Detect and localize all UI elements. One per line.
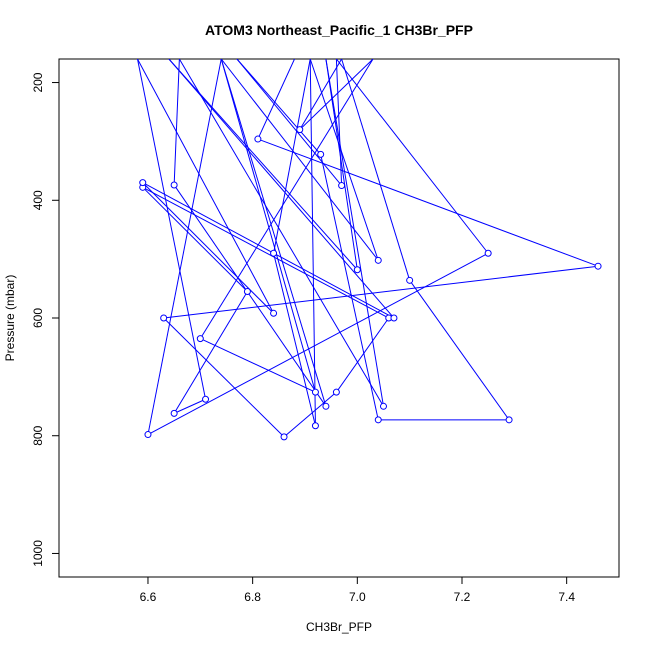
series-segment xyxy=(173,59,180,185)
series-segment xyxy=(335,317,390,393)
series-segment xyxy=(309,59,379,261)
x-tick-label: 7.2 xyxy=(454,590,471,604)
series-segment xyxy=(147,252,489,435)
series-segment xyxy=(409,280,510,421)
series-segment xyxy=(163,265,599,319)
y-axis-label: Pressure (mbar) xyxy=(3,275,17,362)
data-point xyxy=(196,335,204,343)
data-point xyxy=(353,266,361,274)
data-point xyxy=(296,126,304,134)
series-segment xyxy=(325,59,358,270)
series-segment xyxy=(320,154,379,420)
series-segment xyxy=(257,59,295,140)
series-segment xyxy=(273,253,316,426)
data-point xyxy=(338,182,346,190)
series-segment xyxy=(142,182,274,314)
data-point xyxy=(322,402,330,410)
x-tick-label: 6.6 xyxy=(140,590,157,604)
series-segment xyxy=(137,59,207,400)
data-point xyxy=(332,388,340,396)
data-point xyxy=(374,256,382,264)
series xyxy=(137,59,602,441)
data-point xyxy=(390,314,398,322)
data-point xyxy=(170,409,178,417)
data-point xyxy=(594,262,602,270)
series-segment xyxy=(335,59,343,186)
x-tick-label: 7.0 xyxy=(349,590,366,604)
data-point xyxy=(144,431,152,439)
x-tick-label: 6.8 xyxy=(244,590,261,604)
series-segment xyxy=(257,138,599,267)
data-point xyxy=(505,416,513,424)
series-segment xyxy=(199,59,374,339)
y-tick-label: 200 xyxy=(31,72,45,92)
x-axis-label: CH3Br_PFP xyxy=(306,620,372,634)
series-segment xyxy=(325,59,384,407)
data-point xyxy=(379,402,387,410)
y-tick-label: 800 xyxy=(31,425,45,445)
data-point xyxy=(317,150,325,158)
series-segment xyxy=(142,186,389,319)
series-segment xyxy=(236,59,322,155)
data-point xyxy=(270,249,278,257)
data-point xyxy=(311,388,319,396)
series-segment xyxy=(335,59,489,254)
series-segment xyxy=(200,338,316,393)
series-segment xyxy=(236,59,343,186)
series-segment xyxy=(142,186,248,292)
x-tick-label: 7.4 xyxy=(558,590,575,604)
y-tick-label: 1000 xyxy=(31,540,45,567)
x-axis: 6.6 6.8 7.0 7.2 7.4 xyxy=(140,577,575,604)
data-point xyxy=(406,276,414,284)
data-point xyxy=(202,395,210,403)
data-point xyxy=(160,314,168,322)
data-point xyxy=(484,249,492,257)
y-tick-label: 400 xyxy=(31,190,45,210)
series-segment xyxy=(173,398,206,414)
series-segment xyxy=(220,59,327,407)
data-point xyxy=(311,422,319,430)
series-segment xyxy=(178,59,384,407)
series-segment xyxy=(142,182,395,319)
data-point xyxy=(270,309,278,317)
data-point xyxy=(280,433,288,441)
series-segment xyxy=(168,59,395,319)
series-segment xyxy=(341,59,411,281)
data-point xyxy=(254,135,262,143)
data-point xyxy=(243,288,251,296)
chart-title: ATOM3 Northeast_Pacific_1 CH3Br_PFP xyxy=(205,22,473,38)
data-point xyxy=(139,179,147,187)
y-tick-label: 600 xyxy=(31,308,45,328)
series-segment xyxy=(173,291,248,414)
y-axis: 200 400 600 800 1000 xyxy=(31,72,59,567)
series-segment xyxy=(147,59,222,435)
series-segment xyxy=(137,59,275,314)
series-segment xyxy=(299,59,374,130)
series-segment xyxy=(299,59,343,130)
series-segment xyxy=(173,184,327,407)
data-point xyxy=(170,181,178,189)
data-point xyxy=(374,416,382,424)
series-segment xyxy=(220,59,316,393)
series-segment xyxy=(273,59,311,254)
plot-area xyxy=(58,58,620,578)
series-segment xyxy=(309,59,316,426)
series-segment xyxy=(220,59,379,261)
series-segment xyxy=(283,391,337,438)
series-segment xyxy=(163,317,285,438)
